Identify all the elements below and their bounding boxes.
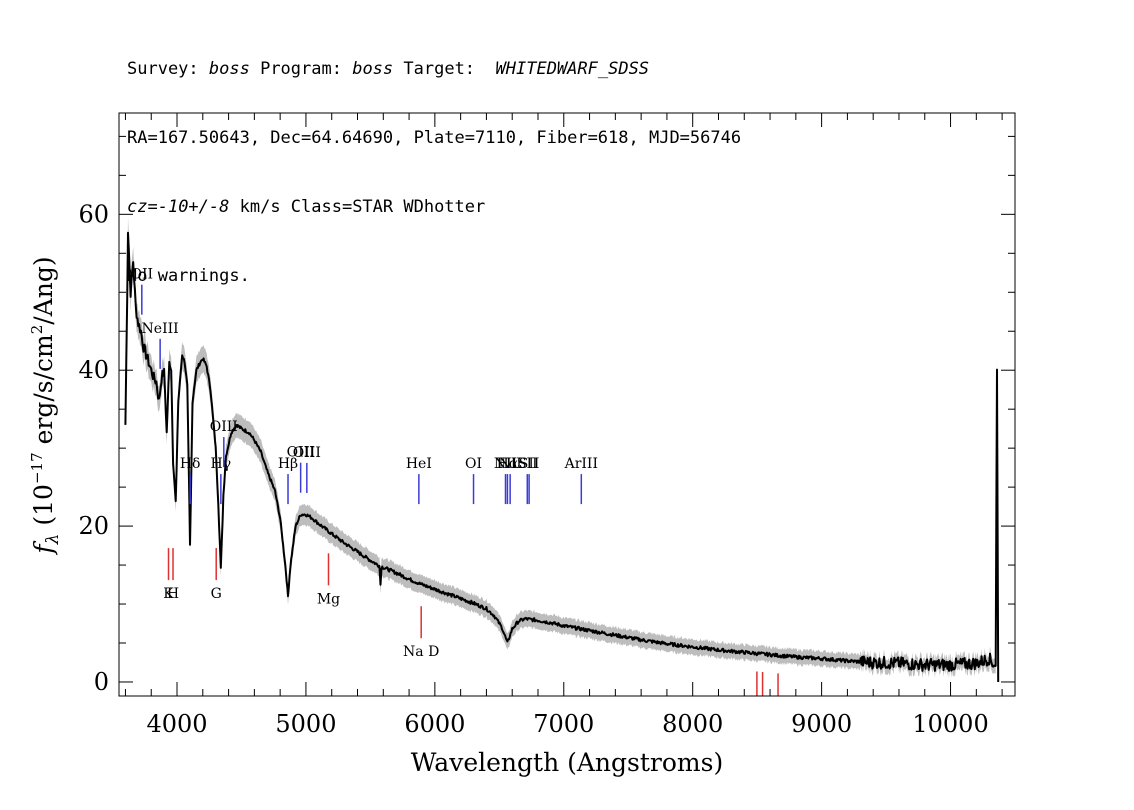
emission-line-label: OIII bbox=[293, 445, 321, 461]
header-line-survey: Survey: boss Program: boss Target: WHITE… bbox=[127, 58, 741, 81]
emission-line-label: ArIII bbox=[564, 456, 598, 472]
axes-layer: 4000 5000 6000 7000 8000 9000 10000 0 20 40 60 bbox=[78, 112, 1016, 738]
emission-line-label: SII bbox=[519, 456, 540, 472]
program-value: boss bbox=[352, 59, 394, 79]
y-axis-label: fλ (10−17 erg/s/cm2/Ang) bbox=[28, 256, 63, 555]
emission-line-label: HeI bbox=[406, 456, 432, 472]
x-tick-label: 7000 bbox=[533, 710, 594, 738]
y-tick-label: 20 bbox=[78, 512, 109, 540]
header-line-redshift: cz=-10+/-8 km/s Class=STAR WDhotter bbox=[127, 196, 741, 219]
spectrum-line bbox=[124, 231, 1000, 683]
spectrum-header: Survey: boss Program: boss Target: WHITE… bbox=[127, 12, 741, 311]
emission-line-label: SII bbox=[517, 456, 538, 472]
cz-value: =-10+/-8 bbox=[147, 197, 230, 217]
plot-frame bbox=[118, 112, 1016, 697]
error-band bbox=[125, 216, 999, 689]
program-label: Program: bbox=[249, 59, 353, 79]
y-tick-label: 40 bbox=[78, 356, 109, 384]
x-tick-label: 5000 bbox=[275, 710, 336, 738]
emission-line-label: OI bbox=[465, 456, 482, 472]
survey-label: Survey: bbox=[127, 59, 209, 79]
x-tick-label: 8000 bbox=[662, 710, 723, 738]
target-value: WHITEDWARF_SDSS bbox=[495, 59, 650, 79]
emission-line-label: OIII bbox=[287, 445, 315, 461]
y-tick-label: 60 bbox=[78, 200, 109, 228]
x-tick-label: 9000 bbox=[791, 710, 852, 738]
emission-line-label: Hα bbox=[497, 456, 519, 472]
absorption-line-label: G bbox=[211, 586, 222, 602]
x-tick-label: 6000 bbox=[404, 710, 465, 738]
series-layer bbox=[124, 231, 1000, 683]
absorption-line-label: H bbox=[167, 586, 179, 602]
emission-line-label: OII bbox=[131, 267, 154, 283]
emission-line-label: Hδ bbox=[180, 456, 201, 472]
absorption-line-label: Mg bbox=[317, 591, 340, 607]
emission-line-label: NeIII bbox=[142, 321, 179, 337]
emission-line-label: NII bbox=[498, 456, 521, 472]
absorption-line-label: Na D bbox=[403, 644, 439, 660]
y-tick-label: 0 bbox=[94, 668, 109, 696]
target-label: Target: bbox=[393, 59, 496, 79]
survey-value: boss bbox=[208, 59, 250, 79]
x-tick-label: 10000 bbox=[912, 710, 988, 738]
header-line-coords: RA=167.50643, Dec=64.64690, Plate=7110, … bbox=[127, 128, 742, 148]
emission-line-label: Hβ bbox=[278, 456, 298, 472]
error-band-layer bbox=[125, 216, 999, 689]
x-tick-label: 4000 bbox=[146, 710, 207, 738]
emission-line-label: OIII bbox=[210, 419, 238, 435]
emission-line-label: NII bbox=[494, 456, 517, 472]
x-axis-label: Wavelength (Angstroms) bbox=[411, 748, 723, 777]
emission-line-label: Hγ bbox=[211, 456, 232, 472]
class-text: km/s Class=STAR WDhotter bbox=[229, 197, 486, 217]
absorption-line-label: K bbox=[163, 586, 174, 602]
cz-label: cz bbox=[127, 197, 148, 217]
